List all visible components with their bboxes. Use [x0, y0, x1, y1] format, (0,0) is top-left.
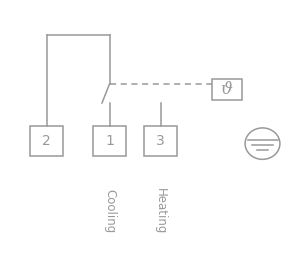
- Bar: [30, 126, 63, 156]
- Text: Heating: Heating: [154, 188, 167, 235]
- Bar: [144, 126, 177, 156]
- Bar: [93, 126, 126, 156]
- Bar: [212, 79, 242, 99]
- Text: 3: 3: [156, 134, 165, 148]
- Text: ϑ: ϑ: [220, 81, 232, 98]
- Text: 2: 2: [42, 134, 51, 148]
- Text: 1: 1: [105, 134, 114, 148]
- Text: Cooling: Cooling: [103, 189, 116, 234]
